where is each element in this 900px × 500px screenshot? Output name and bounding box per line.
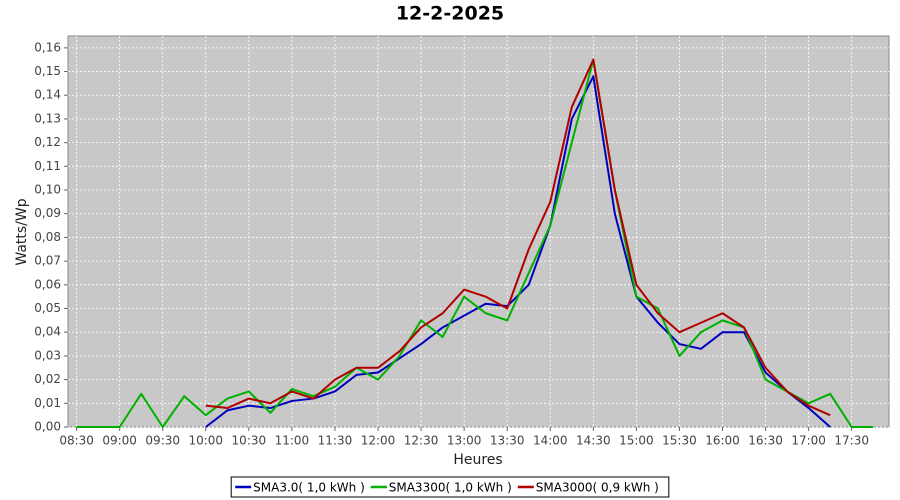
y-tick-label: 0,15 [34, 64, 61, 78]
x-tick-label: 12:30 [404, 434, 439, 448]
y-axis-label: Watts/Wp [14, 198, 30, 265]
y-tick-label: 0,13 [34, 111, 61, 125]
y-tick-label: 0,16 [34, 40, 61, 54]
y-tick-label: 0,14 [34, 88, 61, 102]
series-line [205, 58, 831, 417]
y-tick-label: 0,00 [34, 420, 61, 434]
x-tick-label: 09:00 [102, 434, 137, 448]
x-tick-label: 09:30 [145, 434, 180, 448]
y-tick-label: 0,05 [34, 301, 61, 315]
y-tick-label: 0,06 [34, 277, 61, 291]
legend-label: SMA3000( 0,9 kWh ) [536, 481, 659, 495]
y-tick-label: 0,11 [34, 159, 61, 173]
y-tick-label: 0,10 [34, 183, 61, 197]
legend-box [230, 476, 670, 498]
x-tick-label: 15:00 [619, 434, 654, 448]
x-axis-label: Heures [453, 452, 502, 468]
y-tick-label: 0,01 [34, 396, 61, 410]
x-tick-label: 11:00 [275, 434, 310, 448]
x-tick-label: 16:30 [748, 434, 783, 448]
x-tick-label: 13:30 [490, 434, 525, 448]
y-tick-label: 0,03 [34, 348, 61, 362]
x-tick-label: 10:00 [188, 434, 223, 448]
legend-label: SMA3300( 1,0 kWh ) [389, 481, 512, 495]
y-tick-label: 0,08 [34, 230, 61, 244]
plot-area [67, 35, 890, 428]
legend-label: SMA3.0( 1,0 kWh ) [253, 481, 365, 495]
y-tick-label: 0,07 [34, 254, 61, 268]
x-tick-label: 10:30 [232, 434, 267, 448]
legend: SMA3.0( 1,0 kWh ) SMA3300( 1,0 kWh ) SMA30… [230, 476, 670, 498]
x-tick-label: 13:00 [447, 434, 482, 448]
x-tick-label: 17:00 [791, 434, 826, 448]
x-tick-label: 11:30 [318, 434, 353, 448]
x-tick-label: 14:00 [533, 434, 568, 448]
x-tick-label: 15:30 [662, 434, 697, 448]
x-tick-label: 12:00 [361, 434, 396, 448]
x-tick-label: 17:30 [834, 434, 869, 448]
x-tick-label: 08:30 [59, 434, 94, 448]
y-tick-label: 0,09 [34, 206, 61, 220]
chart-title: 12-2-2025 [396, 3, 504, 25]
y-tick-label: 0,02 [34, 372, 61, 386]
y-tick-label: 0,04 [34, 325, 61, 339]
x-tick-label: 16:00 [705, 434, 740, 448]
x-tick-label: 14:30 [576, 434, 611, 448]
y-tick-label: 0,12 [34, 135, 61, 149]
